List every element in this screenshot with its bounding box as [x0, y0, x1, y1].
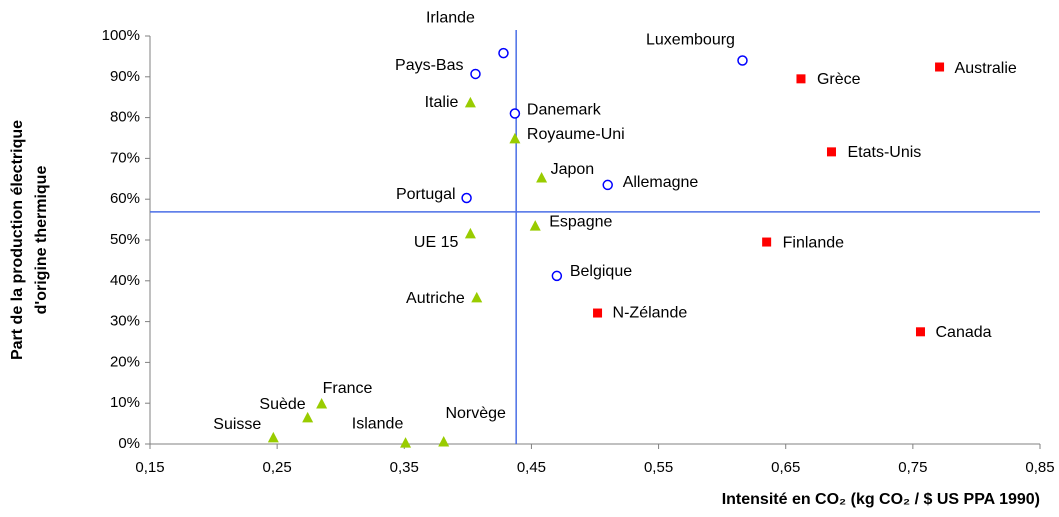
point-label: N-Zélande — [613, 304, 688, 321]
point — [464, 96, 476, 108]
point-label: Royaume-Uni — [527, 126, 625, 143]
y-tick-label: 70% — [110, 149, 140, 166]
point-label: Danemark — [527, 102, 602, 119]
point — [316, 398, 328, 409]
point-label: Belgique — [570, 263, 632, 280]
point-label: Canada — [935, 324, 991, 341]
y-tick-label: 40% — [110, 272, 140, 289]
point — [498, 47, 509, 59]
x-tick-label: 0,55 — [644, 459, 673, 476]
point — [796, 74, 806, 84]
y-tick-label: 90% — [110, 68, 140, 85]
point — [551, 270, 563, 282]
point-label: Grèce — [817, 71, 861, 88]
point — [470, 68, 481, 80]
x-tick-label: 0,45 — [517, 459, 546, 476]
point-label: Etats-Unis — [847, 144, 921, 161]
point — [461, 192, 472, 204]
y-tick-label: 0% — [118, 435, 140, 452]
point-label: Portugal — [396, 186, 456, 203]
point — [509, 132, 521, 144]
point — [509, 108, 521, 119]
point-label: Luxembourg — [646, 32, 735, 49]
x-tick-label: 0,85 — [1025, 459, 1054, 476]
point — [400, 437, 412, 448]
point — [302, 411, 314, 423]
point-label: Italie — [425, 94, 459, 111]
point-label: UE 15 — [414, 234, 459, 251]
point — [762, 237, 772, 247]
x-tick-label: 0,15 — [135, 459, 164, 476]
y-tick-label: 20% — [110, 353, 140, 370]
point — [593, 308, 603, 318]
y-tick-label: 60% — [110, 190, 140, 207]
y-tick-label: 80% — [110, 109, 140, 126]
point-label: Australie — [955, 60, 1017, 77]
point-label: Islande — [352, 415, 404, 432]
point — [602, 179, 613, 191]
point — [915, 327, 925, 337]
x-tick-label: 0,65 — [771, 459, 800, 476]
x-tick-label: 0,75 — [898, 459, 927, 476]
y-tick-label: 10% — [110, 394, 140, 411]
x-tick-label: 0,25 — [263, 459, 292, 476]
point — [529, 220, 541, 231]
point-label: Irlande — [426, 9, 475, 26]
point-label: Espagne — [549, 213, 612, 230]
point-label: Autriche — [406, 290, 465, 307]
point — [438, 435, 450, 447]
x-tick-label: 0,35 — [390, 459, 419, 476]
y-tick-label: 50% — [110, 231, 140, 248]
point-label: Japon — [551, 161, 595, 178]
y-tick-label: 30% — [110, 313, 140, 330]
point-label: Finlande — [783, 234, 844, 251]
y-axis-title: d'origine thermique — [33, 166, 50, 315]
point — [826, 147, 836, 157]
y-tick-label: 100% — [102, 27, 140, 44]
point — [471, 291, 483, 303]
point-label: Suisse — [213, 416, 261, 433]
y-axis-title: Part de la production électrique — [9, 120, 26, 360]
x-axis-title: Intensité en CO₂ (kg CO₂ / $ US PPA 1990… — [722, 491, 1040, 508]
point — [267, 431, 279, 443]
point — [737, 55, 748, 66]
point-label: Allemagne — [623, 174, 699, 191]
point-label: Norvège — [445, 405, 506, 422]
point — [536, 171, 548, 183]
point-label: Pays-Bas — [395, 57, 463, 74]
point — [464, 227, 476, 239]
point — [935, 62, 945, 72]
point-label: France — [323, 380, 373, 397]
point-label: Suède — [259, 396, 305, 413]
